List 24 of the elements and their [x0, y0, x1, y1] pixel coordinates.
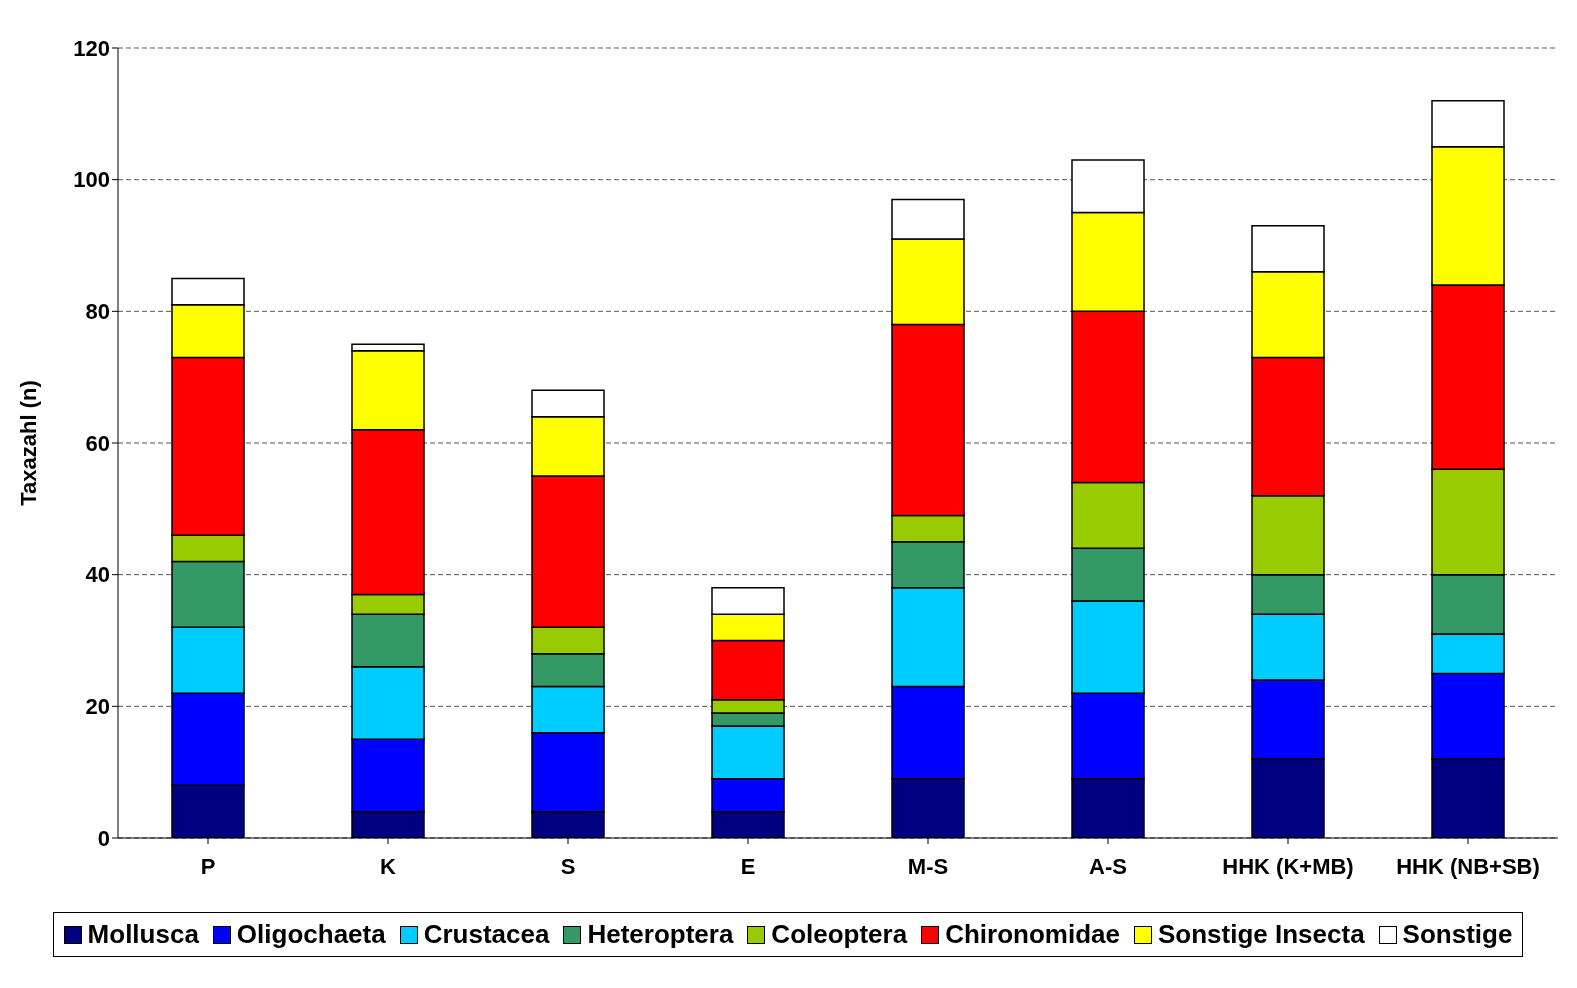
y-tick-label: 20 [85, 694, 110, 720]
y-tick-label: 100 [73, 167, 110, 193]
y-tick-label: 40 [85, 562, 110, 588]
legend-label: Mollusca [87, 919, 199, 950]
x-tick-label: S [560, 853, 576, 879]
legend-label: Sonstige Insecta [1157, 919, 1365, 950]
y-tick-label: 60 [85, 430, 110, 456]
legend-label: Sonstige [1402, 919, 1513, 950]
legend-label: Coleoptera [771, 919, 908, 950]
legend-label: Oligochaeta [236, 919, 386, 950]
legend-label: Crustacea [423, 919, 550, 950]
x-tick-label: HHK (NB+SB) [1396, 853, 1540, 879]
x-tick-label: E [740, 853, 756, 879]
x-tick-label: P [200, 853, 216, 879]
x-tick-label: HHK (K+MB) [1222, 853, 1354, 879]
y-axis-title: Taxazahl (n) [15, 380, 41, 506]
y-tick-label: 120 [73, 35, 110, 61]
x-tick-label: K [380, 853, 397, 879]
x-tick-label: M-S [907, 853, 949, 879]
legend-label: Heteroptera [587, 919, 734, 950]
y-tick-label: 0 [97, 825, 110, 851]
y-tick-label: 80 [85, 299, 110, 325]
legend-label: Chironomidae [945, 919, 1120, 950]
x-tick-label: A-S [1089, 853, 1127, 879]
